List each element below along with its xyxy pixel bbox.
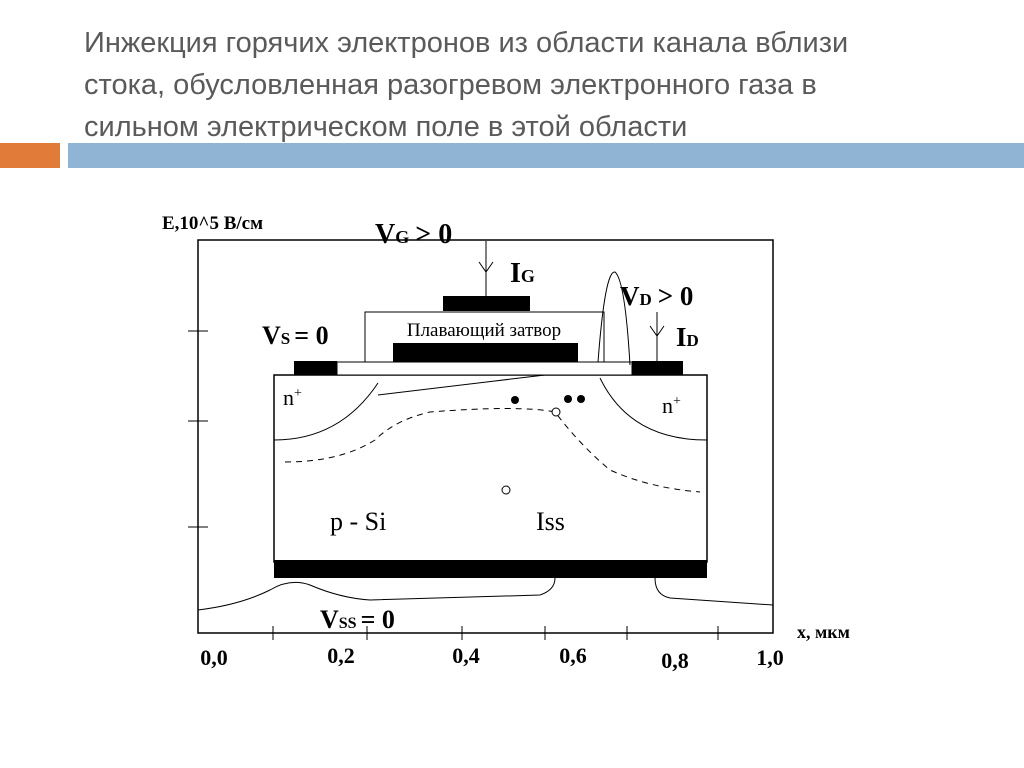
accent-bar — [0, 143, 60, 168]
x-tick-labels: 0,0 0,2 0,4 0,6 0,8 1,0 — [200, 643, 784, 673]
vd-label: VD > 0 — [620, 281, 693, 311]
x-tick-label: 0,0 — [200, 645, 228, 670]
slide-title: Инжекция горячих электронов из области к… — [84, 22, 848, 148]
x-tick-label: 0,2 — [327, 643, 355, 668]
hole — [551, 407, 561, 417]
vg-label: VG > 0 — [375, 219, 452, 250]
vs-label: VS = 0 — [262, 321, 329, 350]
electron — [564, 395, 572, 403]
title-line: Инжекция горячих электронов из области к… — [84, 27, 849, 59]
x-tick-label: 1,0 — [756, 645, 784, 670]
source-contact — [294, 361, 337, 375]
drain-contact — [632, 361, 683, 375]
arrow — [478, 261, 494, 273]
field-peak — [597, 271, 631, 366]
ticks — [188, 330, 719, 640]
gate-label: Плавающий затвор — [407, 320, 561, 341]
x-tick-label: 0,6 — [559, 643, 587, 668]
electron — [577, 395, 585, 403]
n-plus-region — [599, 377, 708, 441]
y-axis-label: E,10^5 В/см — [162, 213, 263, 234]
arrow — [649, 325, 665, 337]
id-label: ID — [676, 322, 699, 352]
control-gate — [443, 296, 530, 311]
vss-label: VSS = 0 — [320, 605, 395, 634]
x-tick-label: 0,4 — [452, 643, 480, 668]
electron — [511, 396, 519, 404]
channel — [377, 374, 546, 396]
hole — [501, 485, 511, 495]
substrate — [273, 374, 708, 563]
n-plus-region — [273, 382, 379, 441]
n-plus-label: n+ — [662, 393, 681, 418]
accent-bar — [68, 143, 1024, 168]
substrate-contact — [274, 560, 707, 578]
n-plus-label: n+ — [283, 385, 302, 410]
x-axis-label: x, мкм — [797, 622, 850, 642]
oxide — [336, 361, 633, 376]
iss-label: Iss — [536, 507, 565, 536]
field-curve — [197, 577, 774, 611]
title-line: сильном электрическом поле в этой област… — [84, 111, 688, 143]
substrate-label: p - Si — [330, 507, 386, 536]
plot-frame — [197, 239, 774, 634]
x-tick-label: 0,8 — [661, 648, 689, 673]
title-line: стока, обусловленная разогревом электрон… — [84, 69, 817, 101]
ig-label: IG — [510, 258, 535, 289]
gate-electrode — [393, 343, 578, 362]
